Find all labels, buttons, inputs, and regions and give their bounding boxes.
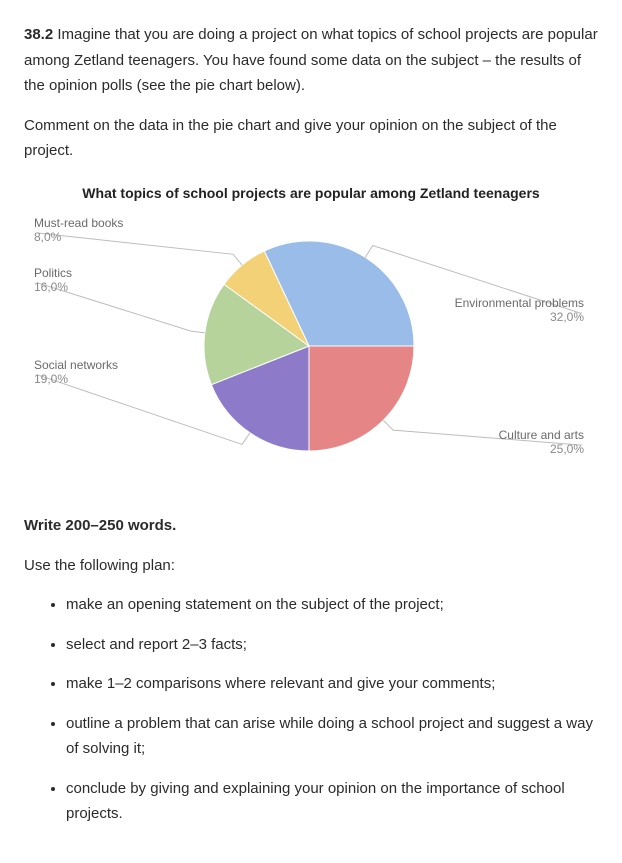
slice-label-pct: 32,0%	[550, 310, 584, 324]
slice-label-name: Environmental problems	[455, 296, 584, 310]
intro-paragraph-2: Comment on the data in the pie chart and…	[24, 113, 598, 164]
slice-label-pct: 16,0%	[34, 280, 68, 294]
plan-item: select and report 2–3 facts;	[66, 632, 598, 658]
slice-label-name: Politics	[34, 266, 72, 280]
plan-item: conclude by giving and explaining your o…	[66, 776, 598, 827]
intro-paragraph-1: 38.2 Imagine that you are doing a projec…	[24, 22, 598, 99]
word-limit: Write 200–250 words.	[24, 513, 598, 539]
plan-intro: Use the following plan:	[24, 553, 598, 579]
plan-list: make an opening statement on the subject…	[24, 592, 598, 827]
task-number: 38.2	[24, 26, 53, 43]
slice-label-pct: 19,0%	[34, 372, 68, 386]
slice-label-name: Social networks	[34, 358, 118, 372]
slice-label-pct: 25,0%	[550, 442, 584, 456]
slice-label-pct: 8,0%	[34, 230, 62, 244]
plan-item: make an opening statement on the subject…	[66, 592, 598, 618]
chart-title: What topics of school projects are popul…	[24, 182, 598, 206]
slice-label-name: Culture and arts	[499, 428, 584, 442]
pie-chart-svg: Environmental problems32,0% Culture and a…	[24, 211, 598, 491]
leader-line	[38, 233, 242, 265]
plan-item: outline a problem that can arise while d…	[66, 711, 598, 762]
intro-text-1: Imagine that you are doing a project on …	[24, 26, 598, 94]
pie-chart-block: What topics of school projects are popul…	[24, 182, 598, 492]
plan-item: make 1–2 comparisons where relevant and …	[66, 671, 598, 697]
slice-label-name: Must-read books	[34, 216, 123, 230]
pie-slice	[309, 346, 414, 451]
